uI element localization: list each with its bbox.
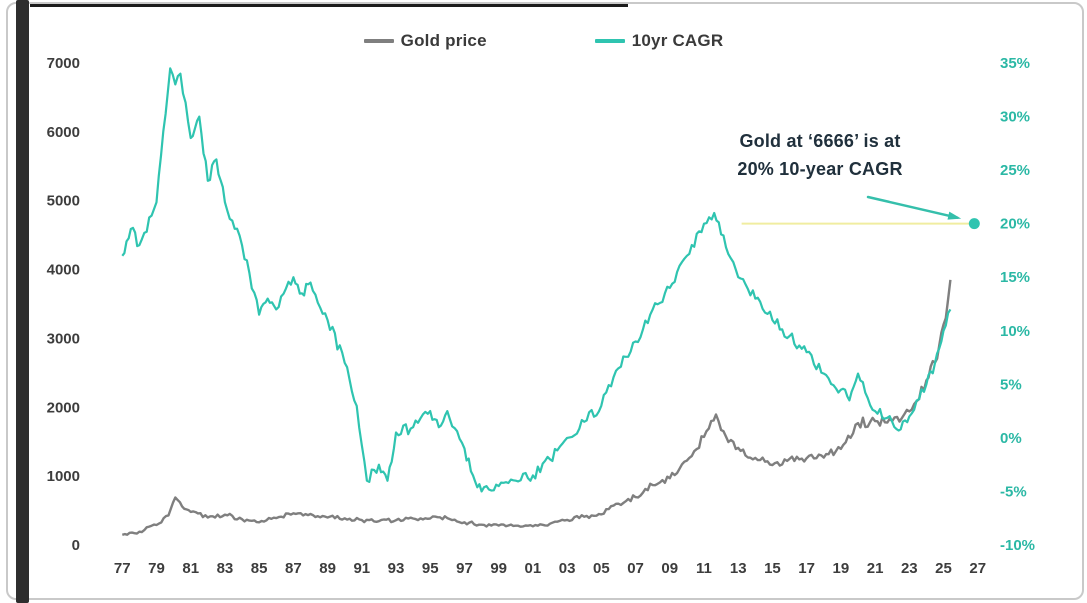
right-axis-tick-label: 20% [1000, 216, 1030, 233]
right-axis-tick-label: -10% [1000, 537, 1035, 554]
left-axis-tick-label: 4000 [47, 262, 80, 279]
series-line-10yr-cagr [121, 67, 952, 493]
x-axis-tick-label: 17 [798, 560, 815, 577]
annotation-arrow [866, 195, 959, 219]
x-axis-tick-label: 13 [730, 560, 747, 577]
x-axis-tick-label: 97 [456, 560, 473, 577]
x-axis-tick-label: 99 [490, 560, 507, 577]
x-axis-tick-label: 83 [217, 560, 234, 577]
left-axis-tick-label: 5000 [47, 193, 80, 210]
right-axis-tick-label: 0% [1000, 430, 1022, 447]
x-axis-tick-label: 03 [559, 560, 576, 577]
left-axis-tick-label: 1000 [47, 468, 80, 485]
left-axis-tick-label: 7000 [47, 55, 80, 72]
right-axis-tick-label: 30% [1000, 109, 1030, 126]
annotation-line2: 20% 10-year CAGR [737, 159, 903, 179]
top-edge-line [30, 4, 628, 7]
left-axis-tick-label: 2000 [47, 399, 80, 416]
left-axis-tick-label: 0 [72, 537, 80, 554]
x-axis-tick-label: 09 [661, 560, 678, 577]
x-axis-tick-label: 21 [867, 560, 884, 577]
right-axis-tick-label: 5% [1000, 376, 1022, 393]
annotation-line1: Gold at ‘6666’ is at [739, 131, 901, 151]
series-line-gold-price [121, 279, 952, 536]
x-axis-tick-label: 15 [764, 560, 781, 577]
right-axis-tick-label: -5% [1000, 483, 1027, 500]
x-axis-tick-label: 25 [935, 560, 952, 577]
x-axis-tick-label: 89 [319, 560, 336, 577]
x-axis-tick-label: 07 [627, 560, 644, 577]
chart-annotation: Gold at ‘6666’ is at 20% 10-year CAGR [710, 127, 930, 183]
x-axis-tick-label: 79 [148, 560, 165, 577]
x-axis-tick-label: 85 [251, 560, 268, 577]
x-axis-tick-label: 91 [353, 560, 370, 577]
x-axis-tick-label: 19 [833, 560, 850, 577]
x-axis-tick-label: 01 [525, 560, 542, 577]
x-axis-tick-label: 05 [593, 560, 610, 577]
x-axis-tick-label: 81 [182, 560, 199, 577]
left-axis-tick-label: 6000 [47, 124, 80, 141]
x-axis-tick-label: 11 [696, 560, 712, 577]
x-axis-tick-label: 77 [114, 560, 131, 577]
annotation-arrowhead [947, 211, 962, 220]
x-axis-tick-label: 27 [969, 560, 986, 577]
x-axis-tick-label: 23 [901, 560, 918, 577]
right-axis-tick-label: 15% [1000, 269, 1030, 286]
right-axis-tick-label: 10% [1000, 323, 1030, 340]
x-axis-tick-label: 87 [285, 560, 302, 577]
left-axis-tick-label: 3000 [47, 330, 80, 347]
right-axis-tick-label: 35% [1000, 55, 1030, 72]
right-axis-tick-label: 25% [1000, 162, 1030, 179]
target-marker-dot [968, 218, 980, 230]
x-axis-tick-label: 93 [388, 560, 405, 577]
x-axis-tick-label: 95 [422, 560, 439, 577]
left-edge-bar [16, 0, 29, 603]
